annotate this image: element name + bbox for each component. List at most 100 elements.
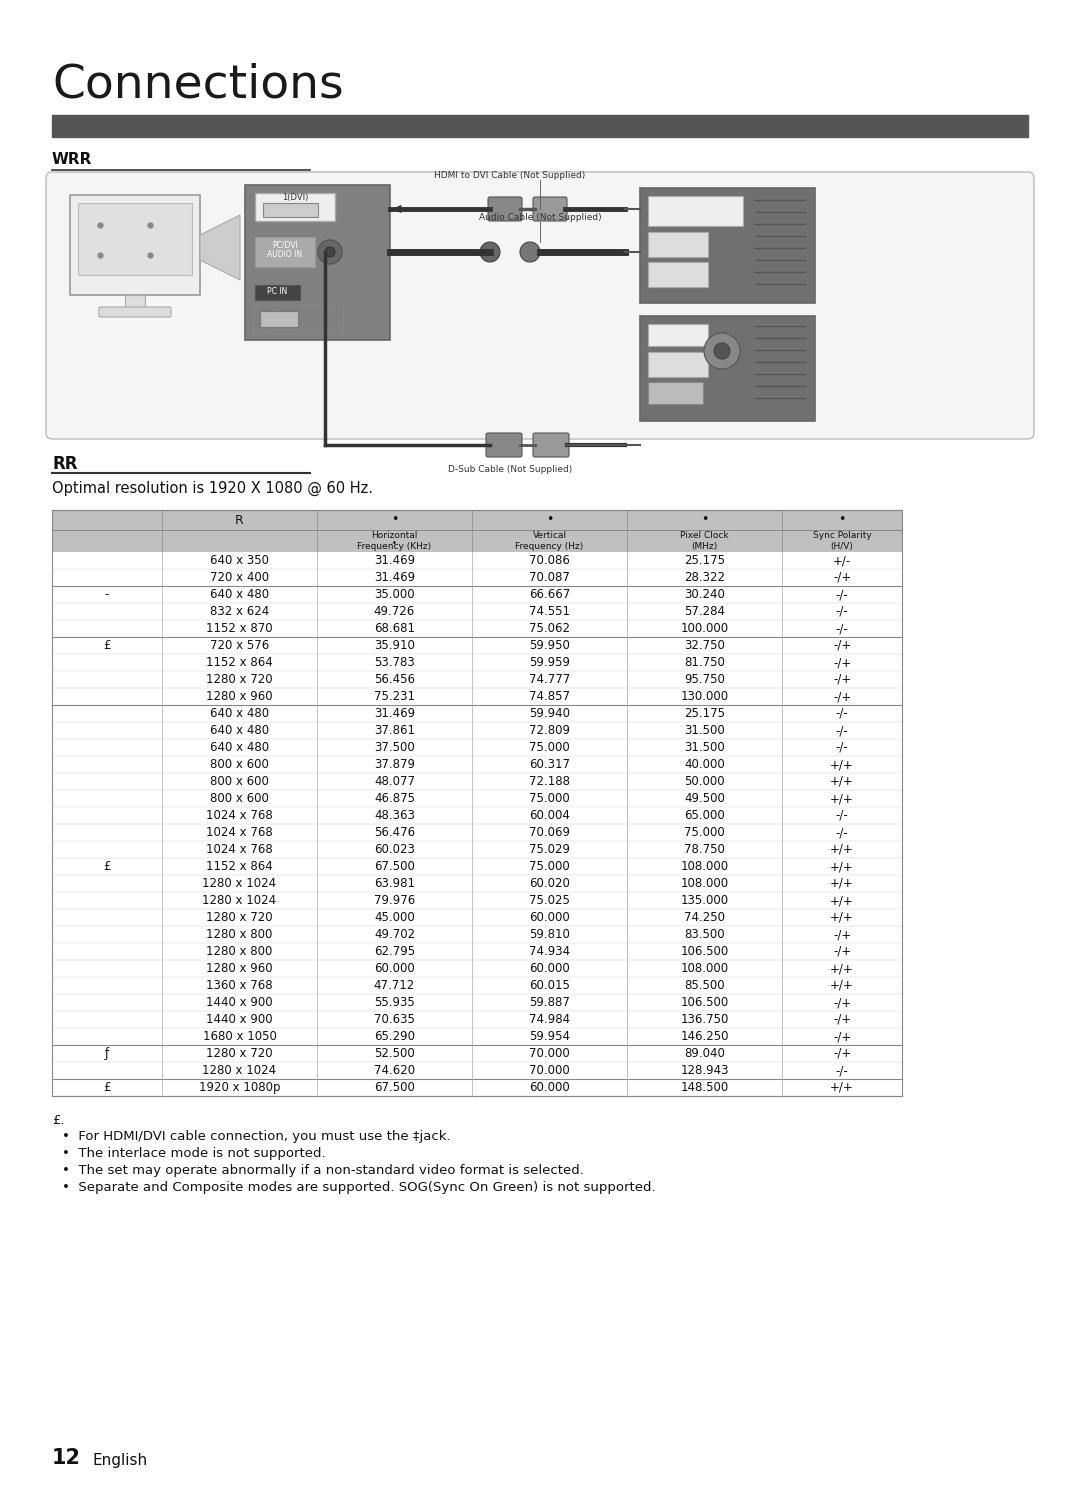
Text: -/-: -/- [836,741,849,754]
Text: 79.976: 79.976 [374,893,415,907]
Text: 70.000: 70.000 [529,1047,570,1061]
Text: 25.175: 25.175 [684,707,725,720]
Bar [52,689,902,705]
FancyBboxPatch shape [486,433,522,457]
Text: 108.000: 108.000 [680,861,729,872]
Text: 74.620: 74.620 [374,1064,415,1077]
Text: +/-: +/- [833,554,851,568]
Text: 1024 x 768: 1024 x 768 [206,826,273,840]
Bar [52,858,902,875]
Text: 1280 x 1024: 1280 x 1024 [202,877,276,890]
Text: Vertical
Frequency (Hz): Vertical Frequency (Hz) [515,532,583,551]
Text: Audio Cable (Not Supplied): Audio Cable (Not Supplied) [478,214,602,223]
Text: HDMI to DVI Cable (Not Supplied): HDMI to DVI Cable (Not Supplied) [434,170,585,179]
Text: -/-: -/- [836,1064,849,1077]
Text: 1152 x 864: 1152 x 864 [206,861,273,872]
Text: 108.000: 108.000 [680,962,729,976]
Text: 128.943: 128.943 [680,1064,729,1077]
Text: 28.322: 28.322 [684,571,725,584]
Text: 49.702: 49.702 [374,928,415,941]
Text: PC/DVI
AUDIO IN: PC/DVI AUDIO IN [268,241,302,260]
Text: 70.635: 70.635 [374,1013,415,1026]
Text: 48.077: 48.077 [374,775,415,787]
Bar [52,1062,902,1079]
Text: 1680 x 1050: 1680 x 1050 [203,1029,276,1043]
Text: Connections: Connections [52,61,343,108]
Text: 89.040: 89.040 [684,1047,725,1061]
Bar [255,285,300,300]
Text: 100.000: 100.000 [680,622,729,635]
Text: 67.500: 67.500 [374,1082,415,1094]
Text: WRR: WRR [52,152,93,167]
Text: +/+: +/+ [831,861,854,872]
Text: 640 x 480: 640 x 480 [210,707,269,720]
Text: 31.469: 31.469 [374,571,415,584]
Text: -/+: -/+ [833,946,851,958]
Text: -/+: -/+ [833,656,851,669]
Text: 640 x 350: 640 x 350 [210,554,269,568]
Text: 70.086: 70.086 [529,554,570,568]
Bar [52,115,1028,137]
Text: 74.934: 74.934 [529,946,570,958]
Bar [52,841,902,858]
Bar [52,756,902,772]
Text: 37.500: 37.500 [374,741,415,754]
Text: Horizontal
Frequency (KHz): Horizontal Frequency (KHz) [357,532,432,551]
Text: -/-: -/- [836,622,849,635]
Text: -/-: -/- [836,589,849,601]
Bar [52,790,902,807]
Text: 1024 x 768: 1024 x 768 [206,808,273,822]
Text: 74.777: 74.777 [529,672,570,686]
Text: Sync Polarity
(H/V): Sync Polarity (H/V) [812,532,872,551]
Text: 70.000: 70.000 [529,1064,570,1077]
Text: 640 x 480: 640 x 480 [210,725,269,737]
Text: •  For HDMI/DVI cable connection, you must use the ‡jack.: • For HDMI/DVI cable connection, you mus… [62,1129,450,1143]
Text: 1280 x 1024: 1280 x 1024 [202,1064,276,1077]
Text: 35.910: 35.910 [374,639,415,651]
Bar [245,185,390,341]
Bar [52,509,902,530]
Bar [52,551,902,569]
Text: 12: 12 [52,1448,81,1469]
Text: 60.000: 60.000 [374,962,415,976]
Bar [78,203,192,275]
Text: 31.500: 31.500 [684,741,725,754]
Bar [648,324,708,347]
Text: +/+: +/+ [831,775,854,787]
Circle shape [318,241,342,264]
Text: 49.726: 49.726 [374,605,415,619]
Text: 1280 x 1024: 1280 x 1024 [202,893,276,907]
Text: 1280 x 800: 1280 x 800 [206,946,272,958]
Bar [52,586,902,604]
Text: £: £ [104,1082,111,1094]
Text: +/+: +/+ [831,792,854,805]
Text: +/+: +/+ [831,962,854,976]
Bar [52,977,902,994]
Text: 67.500: 67.500 [374,861,415,872]
Text: -/-: -/- [836,826,849,840]
Text: 1(DVI): 1(DVI) [282,193,308,202]
Text: Pixel Clock
(MHz): Pixel Clock (MHz) [680,532,729,551]
Bar [52,908,902,926]
Bar [255,193,335,221]
Circle shape [704,333,740,369]
Text: 130.000: 130.000 [680,690,729,704]
Text: 1280 x 720: 1280 x 720 [206,911,273,923]
Text: PC IN: PC IN [267,287,287,296]
Text: 59.940: 59.940 [529,707,570,720]
Text: 1280 x 720: 1280 x 720 [206,672,273,686]
FancyBboxPatch shape [99,306,171,317]
Text: 72.188: 72.188 [529,775,570,787]
Text: 56.456: 56.456 [374,672,415,686]
Text: -/-: -/- [836,808,849,822]
Bar [52,705,902,722]
Text: 60.020: 60.020 [529,877,570,890]
Text: 74.857: 74.857 [529,690,570,704]
Bar [648,232,708,257]
Text: 800 x 600: 800 x 600 [211,775,269,787]
Text: 832 x 624: 832 x 624 [210,605,269,619]
Text: 75.000: 75.000 [529,792,570,805]
Text: 74.984: 74.984 [529,1013,570,1026]
Text: 59.954: 59.954 [529,1029,570,1043]
Text: 75.000: 75.000 [684,826,725,840]
